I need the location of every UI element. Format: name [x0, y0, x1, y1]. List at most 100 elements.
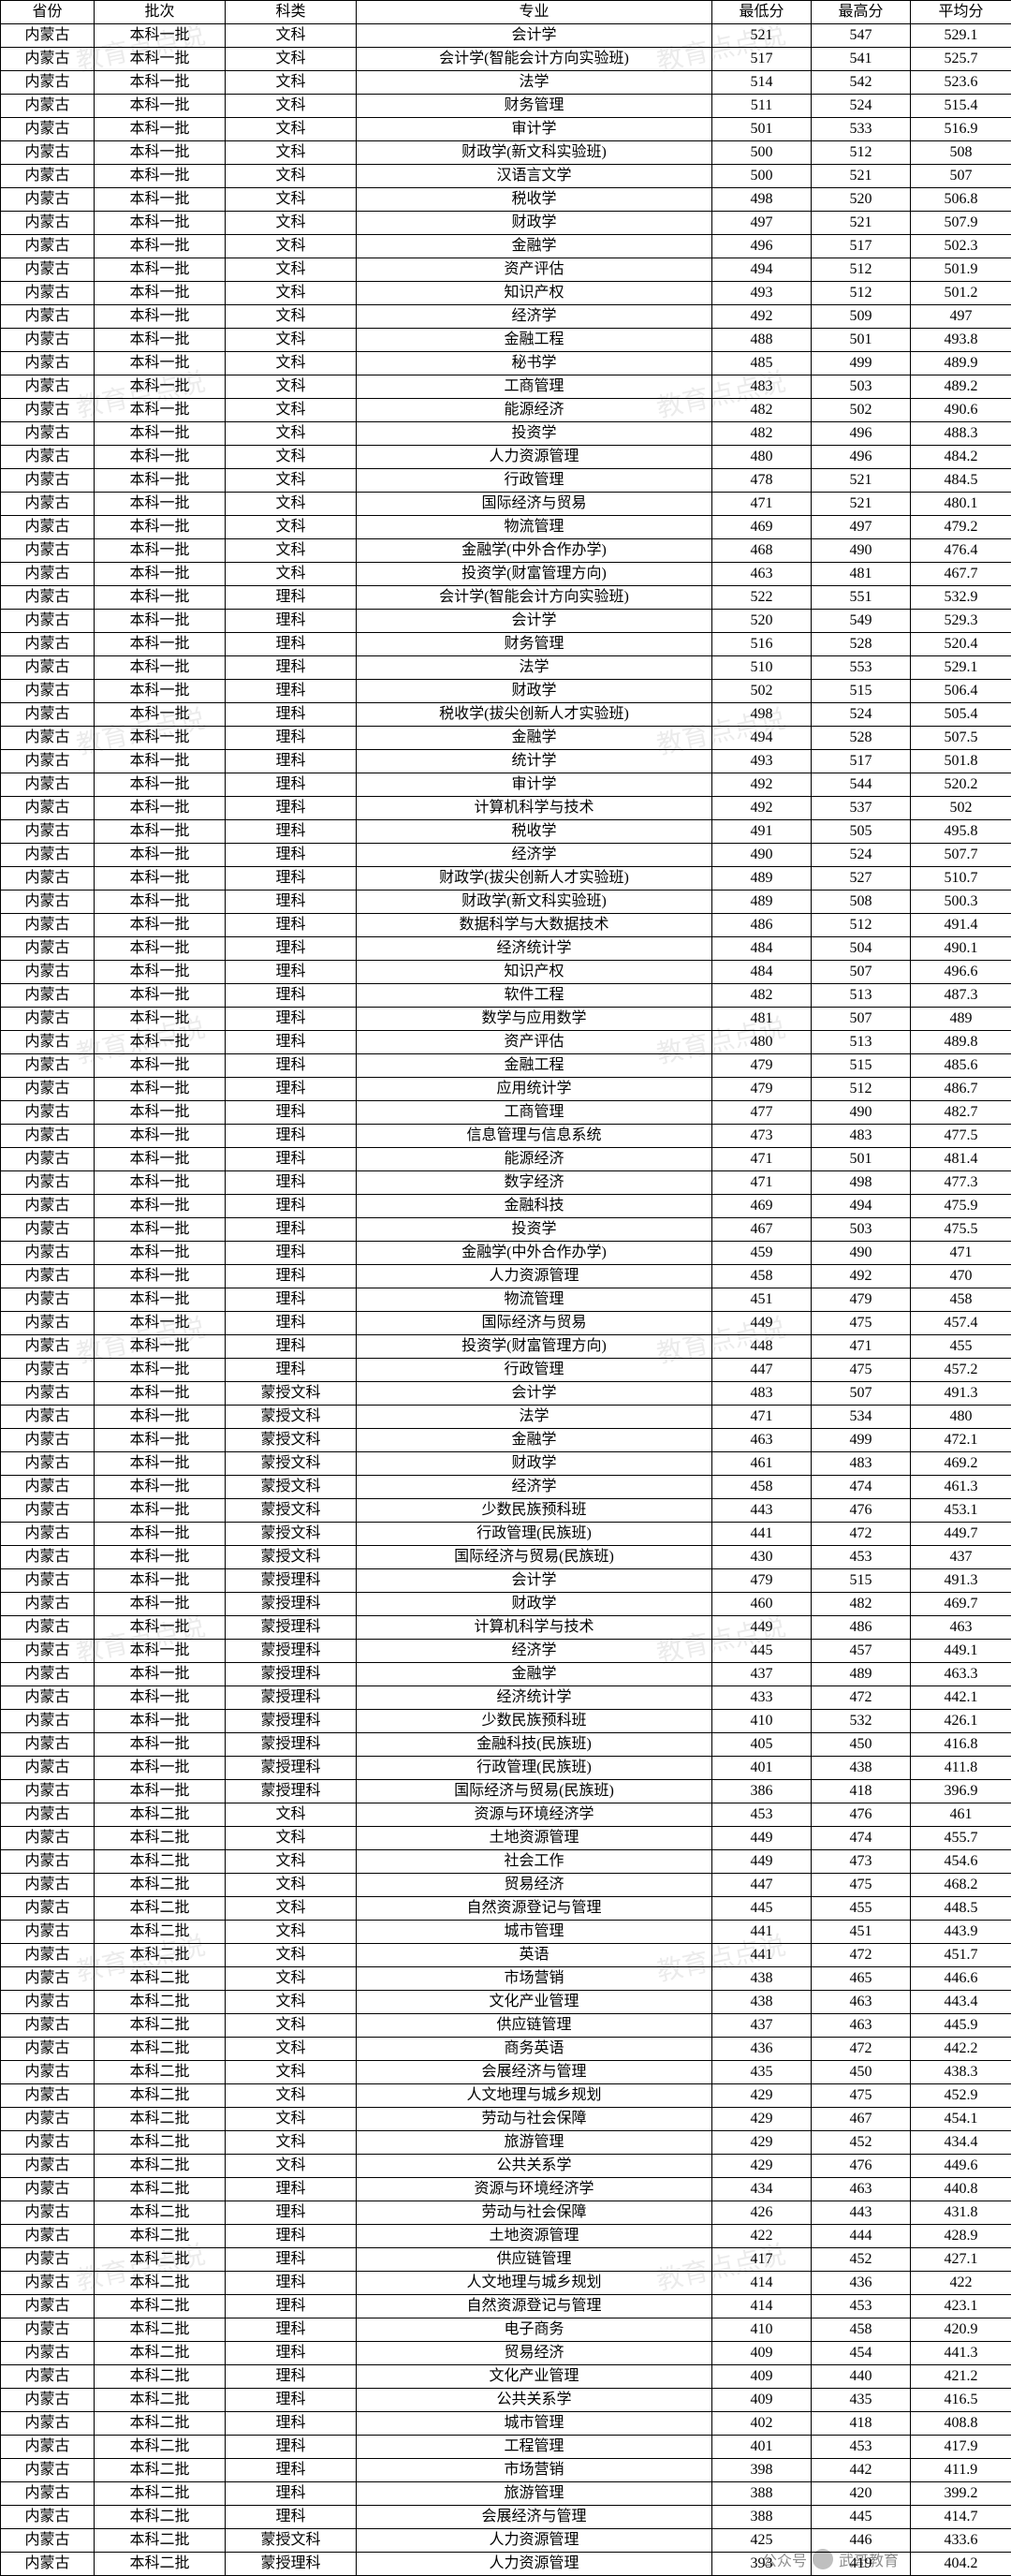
table-cell: 410 — [712, 2318, 812, 2342]
table-cell: 475 — [812, 1874, 911, 1897]
table-row: 内蒙古本科一批文科税收学498520506.8 — [1, 188, 1011, 212]
table-row: 内蒙古本科一批理科税收学491505495.8 — [1, 820, 1011, 844]
table-cell: 451 — [712, 1288, 812, 1312]
table-cell: 本科一批 — [95, 891, 226, 914]
table-cell: 内蒙古 — [1, 2038, 95, 2061]
table-cell: 蒙授文科 — [226, 1452, 357, 1476]
table-cell: 471 — [911, 1242, 1011, 1265]
table-cell: 449.6 — [911, 2155, 1011, 2178]
table-cell: 本科一批 — [95, 1125, 226, 1148]
table-cell: 本科一批 — [95, 914, 226, 937]
table-cell: 484 — [712, 961, 812, 984]
table-cell: 本科一批 — [95, 282, 226, 305]
table-cell: 理科 — [226, 820, 357, 844]
table-cell: 489 — [812, 1663, 911, 1686]
table-cell: 行政管理 — [357, 469, 712, 493]
table-cell: 449 — [712, 1312, 812, 1335]
table-row: 内蒙古本科一批文科国际经济与贸易471521480.1 — [1, 493, 1011, 516]
table-cell: 税收学(拔尖创新人才实验班) — [357, 703, 712, 727]
table-cell: 行政管理(民族班) — [357, 1757, 712, 1780]
table-row: 内蒙古本科一批蒙授文科国际经济与贸易(民族班)430453437 — [1, 1546, 1011, 1569]
table-cell: 蒙授文科 — [226, 1429, 357, 1452]
table-cell: 501.9 — [911, 258, 1011, 282]
table-row: 内蒙古本科一批蒙授文科金融学463499472.1 — [1, 1429, 1011, 1452]
table-row: 内蒙古本科一批蒙授理科金融科技(民族班)405450416.8 — [1, 1733, 1011, 1757]
table-cell: 汉语言文学 — [357, 165, 712, 188]
table-cell: 少数民族预科班 — [357, 1710, 712, 1733]
table-cell: 内蒙古 — [1, 539, 95, 563]
table-cell: 本科二批 — [95, 2178, 226, 2201]
table-cell: 472 — [812, 1686, 911, 1710]
table-cell: 482 — [712, 984, 812, 1008]
table-cell: 本科二批 — [95, 2553, 226, 2576]
table-cell: 蒙授理科 — [226, 1733, 357, 1757]
table-cell: 理科 — [226, 1335, 357, 1359]
table-cell: 理科 — [226, 750, 357, 773]
table-cell: 471 — [712, 493, 812, 516]
table-cell: 501.8 — [911, 750, 1011, 773]
table-cell: 427.1 — [911, 2248, 1011, 2272]
table-cell: 455 — [812, 1897, 911, 1921]
table-row: 内蒙古本科一批理科数据科学与大数据技术486512491.4 — [1, 914, 1011, 937]
table-row: 内蒙古本科一批文科金融学(中外合作办学)468490476.4 — [1, 539, 1011, 563]
table-cell: 447 — [712, 1359, 812, 1382]
table-cell: 489.8 — [911, 1031, 1011, 1054]
table-cell: 437 — [712, 2014, 812, 2038]
table-cell: 贸易经济 — [357, 1874, 712, 1897]
table-cell: 经济学 — [357, 1640, 712, 1663]
table-cell: 供应链管理 — [357, 2014, 712, 2038]
table-cell: 398 — [712, 2459, 812, 2482]
table-cell: 本科一批 — [95, 586, 226, 610]
table-cell: 529.1 — [911, 24, 1011, 48]
table-row: 内蒙古本科一批文科物流管理469497479.2 — [1, 516, 1011, 539]
table-row: 内蒙古本科二批文科商务英语436472442.2 — [1, 2038, 1011, 2061]
table-cell: 文科 — [226, 305, 357, 329]
table-cell: 理科 — [226, 844, 357, 867]
table-cell: 458 — [712, 1265, 812, 1288]
table-cell: 417 — [712, 2248, 812, 2272]
table-cell: 461 — [712, 1452, 812, 1476]
table-cell: 461 — [911, 1803, 1011, 1827]
table-cell: 本科二批 — [95, 2131, 226, 2155]
table-cell: 理科 — [226, 2365, 357, 2389]
table-cell: 本科二批 — [95, 2108, 226, 2131]
table-cell: 旅游管理 — [357, 2482, 712, 2506]
table-cell: 491.3 — [911, 1569, 1011, 1593]
table-cell: 547 — [812, 24, 911, 48]
table-cell: 文科 — [226, 2038, 357, 2061]
table-cell: 财政学(新文科实验班) — [357, 891, 712, 914]
table-cell: 517 — [812, 235, 911, 258]
table-cell: 内蒙古 — [1, 1569, 95, 1593]
table-row: 内蒙古本科一批蒙授文科会计学483507491.3 — [1, 1382, 1011, 1406]
table-cell: 507 — [911, 165, 1011, 188]
table-cell: 本科一批 — [95, 610, 226, 633]
table-cell: 内蒙古 — [1, 680, 95, 703]
table-cell: 内蒙古 — [1, 563, 95, 586]
table-cell: 475.9 — [911, 1195, 1011, 1218]
table-cell: 文科 — [226, 118, 357, 141]
table-row: 内蒙古本科二批理科土地资源管理422444428.9 — [1, 2225, 1011, 2248]
table-row: 内蒙古本科一批蒙授文科行政管理(民族班)441472449.7 — [1, 1523, 1011, 1546]
table-cell: 本科一批 — [95, 516, 226, 539]
table-cell: 486.7 — [911, 1078, 1011, 1101]
table-cell: 理科 — [226, 1218, 357, 1242]
table-cell: 蒙授理科 — [226, 1757, 357, 1780]
table-cell: 503 — [812, 1218, 911, 1242]
table-cell: 内蒙古 — [1, 2178, 95, 2201]
table-cell: 442.1 — [911, 1686, 1011, 1710]
table-cell: 414.7 — [911, 2506, 1011, 2529]
table-cell: 476 — [812, 1803, 911, 1827]
table-cell: 474 — [812, 1476, 911, 1499]
table-cell: 本科一批 — [95, 165, 226, 188]
table-row: 内蒙古本科二批文科社会工作449473454.6 — [1, 1850, 1011, 1874]
table-cell: 城市管理 — [357, 1921, 712, 1944]
table-row: 内蒙古本科二批理科文化产业管理409440421.2 — [1, 2365, 1011, 2389]
table-row: 内蒙古本科一批蒙授理科国际经济与贸易(民族班)386418396.9 — [1, 1780, 1011, 1803]
table-cell: 内蒙古 — [1, 1874, 95, 1897]
table-cell: 本科一批 — [95, 797, 226, 820]
table-cell: 438 — [712, 1967, 812, 1991]
table-cell: 430 — [712, 1546, 812, 1569]
table-cell: 本科一批 — [95, 984, 226, 1008]
table-cell: 文科 — [226, 2084, 357, 2108]
col-batch: 批次 — [95, 1, 226, 24]
